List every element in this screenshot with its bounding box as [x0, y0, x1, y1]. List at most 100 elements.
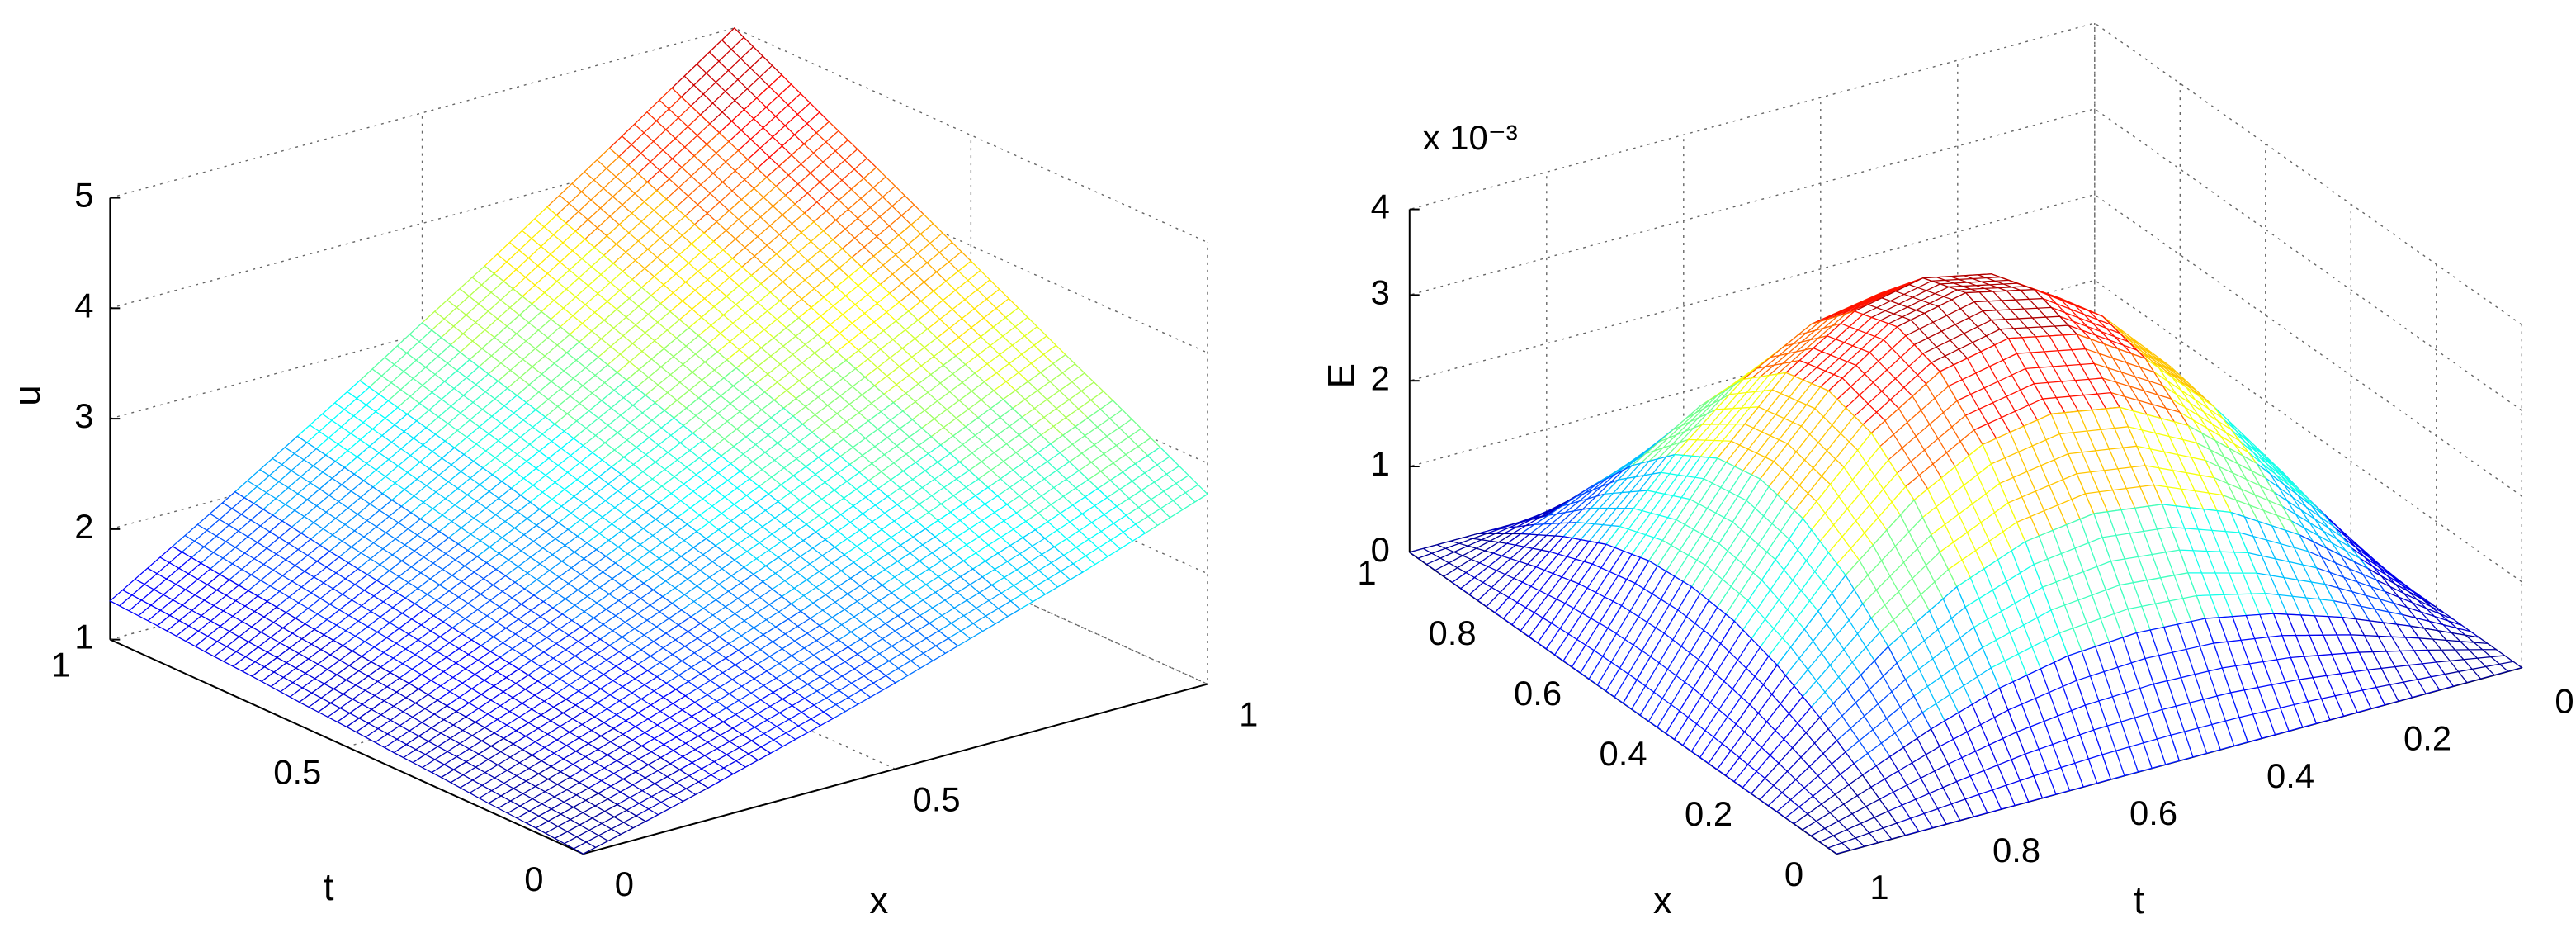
- surface-cell: [281, 466, 393, 552]
- x-tick-label: 1: [1239, 694, 1258, 733]
- surface-cell: [485, 515, 598, 596]
- surface-cell: [203, 600, 316, 677]
- x-tick-label: 0.2: [1685, 794, 1732, 833]
- surface-cell: [860, 213, 972, 312]
- surface-cell: [345, 682, 458, 754]
- surface-cell: [924, 486, 1037, 570]
- surface-cell: [703, 176, 815, 277]
- surface-cell: [565, 657, 678, 730]
- surface-cell: [750, 220, 863, 319]
- surface-cell: [673, 367, 785, 457]
- surface-cell: [815, 487, 927, 571]
- surface-cell: [1708, 664, 1821, 794]
- y-tick-label: 0.6: [2129, 793, 2177, 832]
- surface-cell: [721, 684, 834, 755]
- surface-cell: [156, 573, 268, 652]
- surface-cell: [705, 493, 817, 575]
- surface-cell: [406, 358, 518, 449]
- surface-cell: [518, 626, 630, 700]
- surface-cell: [2409, 625, 2523, 687]
- z-tick-label: 0: [1371, 530, 1390, 569]
- z-scale-label: x 10⁻³: [1423, 118, 1518, 157]
- z-tick-label: 2: [74, 507, 93, 546]
- surface-cell: [847, 607, 959, 684]
- surface-cell: [627, 616, 740, 690]
- surface-cell: [296, 380, 409, 469]
- surface-cell: [1716, 372, 1830, 480]
- surface-cell: [735, 317, 848, 410]
- surface-cell: [171, 490, 284, 575]
- surface-cell: [765, 121, 877, 223]
- surface-cell: [907, 260, 1019, 357]
- surface-cell: [328, 499, 441, 581]
- surface-cell: [548, 466, 660, 551]
- surface-cell: [797, 265, 910, 362]
- surface-cell: [955, 307, 1066, 400]
- surface-cell: [877, 444, 990, 530]
- surface-cell: [470, 594, 583, 670]
- x-tick-label: 0.6: [1514, 674, 1562, 713]
- grid-line: [110, 27, 1208, 244]
- surface-cell: [612, 689, 725, 759]
- surface-cell: [690, 573, 802, 651]
- surface-cell: [939, 398, 1052, 489]
- x-tick-label: 0.5: [912, 779, 960, 818]
- surface-cell: [1494, 536, 1608, 644]
- surface-cell: [234, 435, 346, 522]
- z-axis-label: E: [1320, 363, 1362, 389]
- surface-cell: [608, 87, 721, 192]
- surface-cell: [343, 413, 456, 501]
- surface-cell: [862, 528, 974, 609]
- surface-cell: [2367, 567, 2479, 638]
- surface-cell: [1451, 533, 1565, 613]
- surface-cell: [1784, 310, 1898, 392]
- surface-cell: [546, 147, 658, 249]
- surface-cell: [784, 646, 896, 720]
- y-tick-label: 0.4: [2266, 756, 2314, 795]
- surface-cell: [534, 793, 647, 855]
- surface-cell: [516, 341, 628, 433]
- surface-cell: [487, 765, 600, 829]
- z-tick-label: 2: [1371, 358, 1390, 397]
- surface-cell: [408, 639, 520, 713]
- surface-cell: [251, 628, 363, 703]
- plot: 1 2 3 4 5 0 0.5 1 0 0.5 1 x t u: [6, 27, 1258, 921]
- z-tick-label: 1: [1371, 444, 1390, 483]
- surface-cell: [109, 545, 221, 627]
- surface-cell: [1665, 620, 1778, 765]
- surface-cell: [845, 310, 957, 404]
- y-tick-label: 1: [1869, 868, 1888, 907]
- surface-cell: [298, 656, 410, 728]
- y-axis-label: t: [2134, 879, 2144, 921]
- y-tick-label: 0.2: [2403, 719, 2451, 758]
- surface-cell: [2186, 424, 2301, 536]
- surface-cell: [659, 721, 772, 789]
- surface-cell: [1537, 543, 1650, 674]
- z-tick-label: 3: [1371, 272, 1390, 311]
- surface-cell: [718, 73, 830, 178]
- surface-cell: [453, 395, 565, 482]
- surface-cell: [597, 756, 710, 822]
- surface-cell: [1793, 774, 1907, 855]
- x-axis: [583, 683, 1208, 855]
- surface-cell: [393, 710, 505, 779]
- surface-cell: [532, 548, 645, 628]
- surface-cell: [468, 303, 580, 396]
- surface-cell: [423, 561, 536, 641]
- surface-cell: [580, 582, 692, 659]
- z-axis-label: u: [6, 385, 48, 406]
- x-tick-label: 0.8: [1428, 613, 1476, 652]
- y-tick-label: 0.5: [273, 752, 321, 791]
- surface-cell: [671, 27, 782, 134]
- surface-cell: [1622, 585, 1736, 734]
- surface-cell: [484, 206, 596, 305]
- z-tick-label: 5: [74, 176, 93, 215]
- surface-cell: [219, 520, 331, 603]
- surface-cell: [909, 568, 1022, 647]
- z-tick-label: 4: [1371, 187, 1390, 226]
- z-tick-label: 3: [74, 396, 93, 435]
- x-tick-label: 0: [1784, 855, 1803, 893]
